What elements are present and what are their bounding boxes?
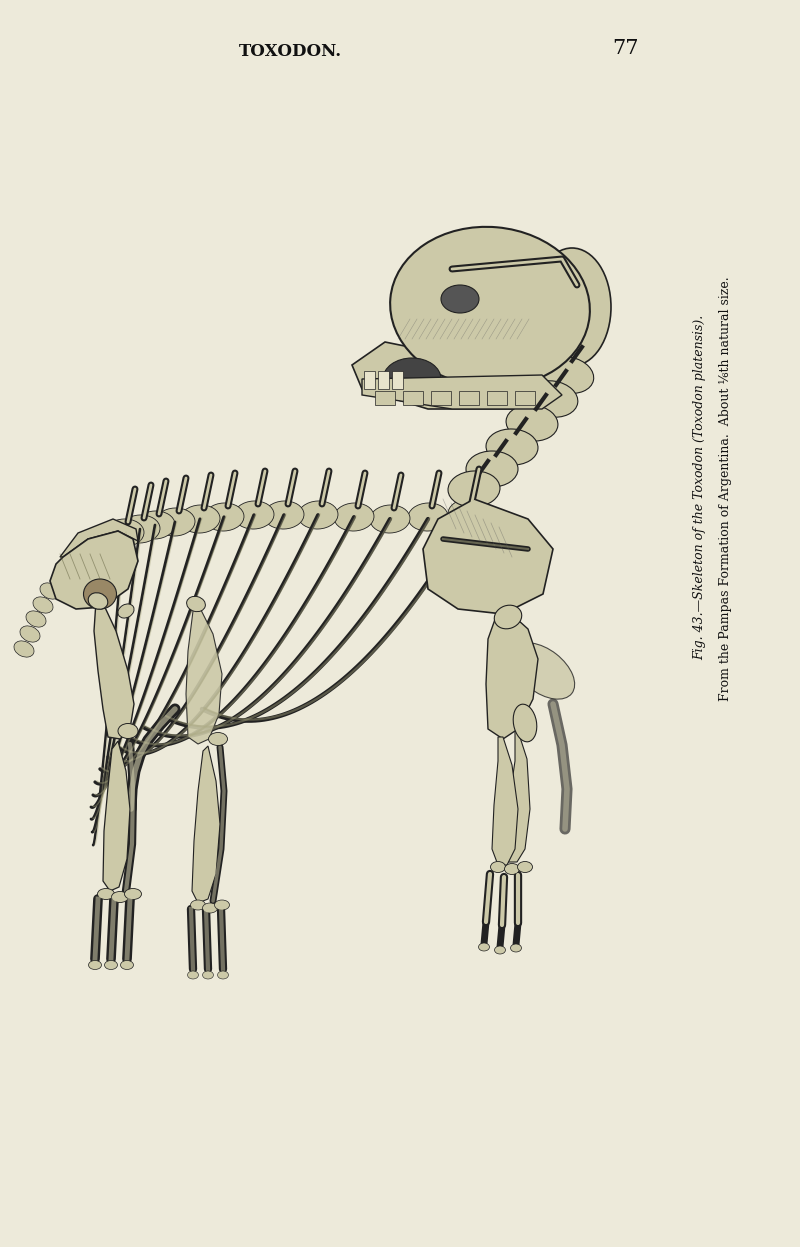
Bar	[459, 392, 479, 405]
Ellipse shape	[121, 960, 134, 969]
Ellipse shape	[202, 971, 214, 979]
Polygon shape	[486, 611, 538, 739]
Ellipse shape	[111, 892, 129, 903]
Ellipse shape	[478, 943, 490, 951]
Ellipse shape	[98, 889, 114, 899]
Ellipse shape	[214, 900, 230, 910]
Ellipse shape	[71, 544, 115, 575]
Ellipse shape	[390, 227, 590, 387]
Ellipse shape	[26, 611, 46, 627]
Ellipse shape	[40, 582, 60, 599]
Ellipse shape	[209, 732, 227, 746]
Ellipse shape	[234, 501, 274, 529]
Ellipse shape	[448, 499, 488, 527]
Polygon shape	[492, 737, 518, 865]
Polygon shape	[60, 519, 138, 557]
Ellipse shape	[514, 705, 537, 742]
Ellipse shape	[408, 503, 448, 531]
Ellipse shape	[118, 723, 138, 738]
Ellipse shape	[383, 358, 441, 400]
Ellipse shape	[135, 511, 175, 539]
Polygon shape	[508, 731, 530, 862]
Ellipse shape	[105, 960, 118, 969]
Polygon shape	[103, 741, 130, 892]
Ellipse shape	[56, 561, 100, 592]
Ellipse shape	[190, 900, 206, 910]
Ellipse shape	[83, 579, 117, 609]
Bar	[364, 372, 375, 389]
Bar	[487, 392, 507, 405]
Polygon shape	[54, 561, 92, 601]
Ellipse shape	[89, 960, 102, 969]
Ellipse shape	[510, 944, 522, 951]
Polygon shape	[423, 499, 553, 614]
Polygon shape	[352, 342, 528, 409]
Ellipse shape	[120, 515, 160, 542]
Ellipse shape	[155, 508, 195, 536]
Ellipse shape	[104, 519, 144, 547]
Ellipse shape	[542, 357, 594, 393]
Ellipse shape	[14, 641, 34, 657]
Ellipse shape	[86, 527, 130, 559]
Polygon shape	[186, 604, 222, 744]
Ellipse shape	[494, 946, 506, 954]
Bar	[431, 392, 451, 405]
Ellipse shape	[490, 862, 506, 873]
Ellipse shape	[118, 604, 134, 619]
Ellipse shape	[264, 501, 304, 529]
Bar	[403, 392, 423, 405]
Polygon shape	[192, 746, 220, 903]
Bar	[375, 392, 395, 405]
Ellipse shape	[511, 643, 574, 700]
Text: Fig. 43.—Skeleton of the Toxodon (Toxodon platensis).: Fig. 43.—Skeleton of the Toxodon (Toxodo…	[694, 314, 706, 660]
Ellipse shape	[186, 596, 206, 611]
Ellipse shape	[218, 971, 229, 979]
Ellipse shape	[125, 889, 142, 899]
Text: TOXODON.: TOXODON.	[238, 44, 342, 61]
Bar	[378, 372, 389, 389]
Ellipse shape	[448, 471, 500, 508]
Bar	[392, 372, 403, 389]
Polygon shape	[50, 531, 138, 609]
Ellipse shape	[334, 503, 374, 531]
Ellipse shape	[506, 405, 558, 441]
Ellipse shape	[494, 605, 522, 628]
Bar	[515, 392, 535, 405]
Text: From the Pampas Formation of Argentina.  About ⅙th natural size.: From the Pampas Formation of Argentina. …	[718, 277, 731, 701]
Ellipse shape	[204, 503, 244, 531]
Ellipse shape	[180, 505, 220, 532]
Ellipse shape	[298, 501, 338, 529]
Ellipse shape	[533, 248, 611, 367]
Ellipse shape	[88, 592, 108, 610]
Ellipse shape	[486, 429, 538, 465]
Polygon shape	[94, 601, 134, 739]
Ellipse shape	[441, 286, 479, 313]
Ellipse shape	[466, 451, 518, 488]
Ellipse shape	[33, 597, 53, 614]
Ellipse shape	[202, 903, 218, 913]
Ellipse shape	[526, 380, 578, 418]
Ellipse shape	[20, 626, 40, 642]
Ellipse shape	[370, 505, 410, 532]
Text: 77: 77	[612, 40, 638, 59]
Ellipse shape	[187, 971, 198, 979]
Ellipse shape	[518, 862, 533, 873]
Polygon shape	[362, 375, 562, 409]
Ellipse shape	[505, 863, 519, 874]
